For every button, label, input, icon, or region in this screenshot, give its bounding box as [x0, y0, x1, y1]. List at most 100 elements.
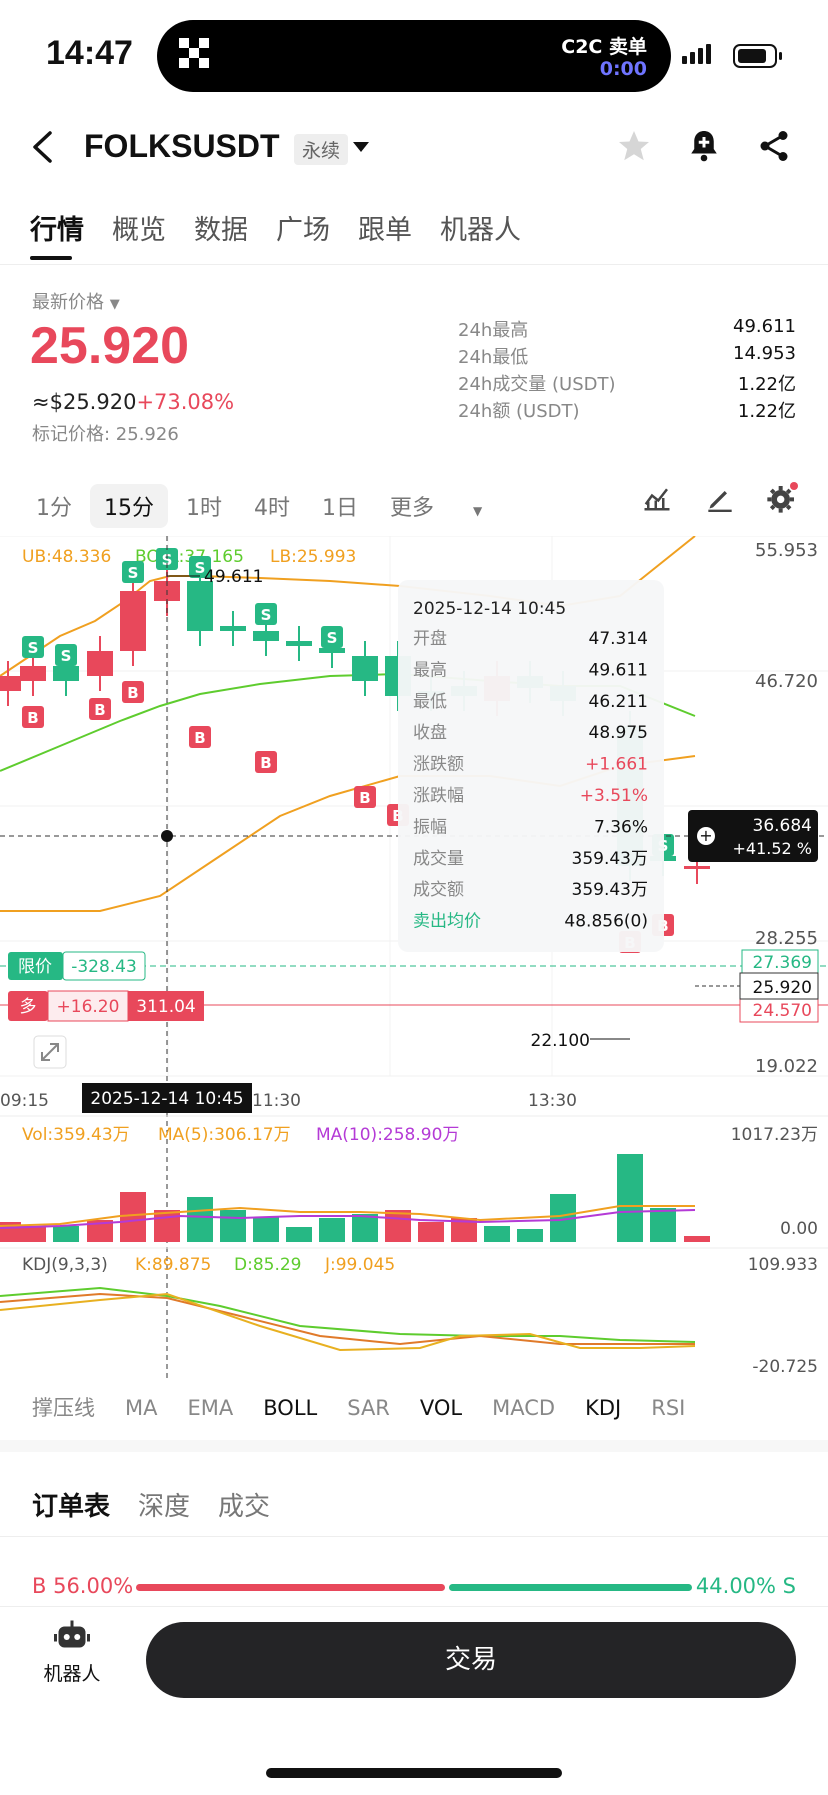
indicator-icon[interactable] — [642, 484, 672, 512]
timeframe-bar: 1分 15分 1时 4时 1日 更多 ▼ — [36, 484, 546, 528]
last-price-selector[interactable]: 最新价格 ▼ — [32, 288, 120, 314]
tab-order-book[interactable]: 订单表 — [32, 1492, 111, 1522]
candle-body — [87, 651, 113, 676]
y-axis-label: 46.720 — [755, 671, 818, 692]
volume-bar — [53, 1226, 79, 1242]
crosshair-price: 36.684 — [753, 816, 812, 836]
trade-marker-label: S — [162, 551, 173, 569]
volume-bar — [617, 1154, 643, 1242]
crosshair-pct: +41.52 % — [733, 839, 813, 858]
tooltip-key: 涨跌额 — [413, 755, 464, 775]
trade-marker — [255, 751, 277, 773]
trade-marker-label: S — [195, 559, 206, 577]
trade-marker — [89, 698, 111, 720]
crosshair-dot — [161, 830, 173, 842]
kdj-min-label: -20.725 — [752, 1357, 818, 1377]
dynamic-island[interactable]: C2C 卖单 0:00 — [157, 20, 671, 92]
vol-min-label: 0.00 — [780, 1219, 818, 1239]
trade-marker — [122, 561, 144, 583]
y-axis-label: 28.255 — [755, 928, 818, 949]
ind-support-resistance[interactable]: 撑压线 — [32, 1396, 95, 1420]
candle-body — [187, 581, 213, 631]
position-qty: 311.04 — [136, 997, 195, 1017]
trade-marker — [255, 603, 277, 625]
contract-badge: 永续 — [294, 134, 349, 165]
tooltip-key: 最高 — [413, 660, 447, 680]
trade-marker — [189, 726, 211, 748]
trade-marker-label: S — [28, 639, 39, 657]
volume-bar — [352, 1214, 378, 1242]
buy-ratio-bar — [136, 1584, 446, 1591]
ind-boll[interactable]: BOLL — [263, 1396, 318, 1420]
volume-bar — [120, 1192, 146, 1242]
limit-tag-box — [8, 952, 63, 980]
volume-bar — [684, 1236, 710, 1242]
kline-chart[interactable]: 55.95346.72037.48728.25519.022UB:48.336B… — [0, 536, 828, 1378]
candle-body — [220, 626, 246, 631]
ind-ma[interactable]: MA — [125, 1396, 158, 1420]
ind-ema[interactable]: EMA — [187, 1396, 234, 1420]
ind-macd[interactable]: MACD — [492, 1396, 556, 1420]
ind-vol[interactable]: VOL — [419, 1396, 463, 1420]
tab-bot[interactable]: 机器人 — [440, 215, 521, 246]
volume-bar — [87, 1220, 113, 1242]
kdj-title: KDJ(9,3,3) — [22, 1255, 108, 1275]
last-price-tag-box — [739, 972, 819, 1000]
tab-square[interactable]: 广场 — [276, 215, 330, 246]
trade-marker — [22, 636, 44, 658]
tab-copy-trade[interactable]: 跟单 — [358, 215, 412, 246]
tooltip-value: 48.856(0) — [564, 912, 648, 932]
ind-rsi[interactable]: RSI — [651, 1396, 686, 1420]
tf-1d[interactable]: 1日 — [322, 496, 358, 521]
tf-1m[interactable]: 1分 — [36, 496, 72, 521]
tf-15m[interactable]: 15分 — [90, 484, 168, 528]
signal-icon — [682, 44, 714, 64]
add-alert-icon[interactable] — [686, 128, 722, 164]
tooltip-key: 开盘 — [413, 629, 447, 649]
volume-bar — [517, 1229, 543, 1242]
tooltip-value: 7.36% — [594, 817, 648, 837]
sell-ratio-bar — [449, 1584, 692, 1591]
ind-kdj[interactable]: KDJ — [585, 1396, 622, 1420]
tf-4h[interactable]: 4时 — [254, 496, 290, 521]
tooltip-key: 最低 — [413, 692, 447, 712]
volume-bar — [650, 1208, 676, 1242]
tab-depth[interactable]: 深度 — [138, 1492, 191, 1522]
tooltip-value: 46.211 — [589, 692, 648, 712]
expand-icon — [41, 1043, 59, 1061]
bot-button[interactable]: 机器人 — [40, 1620, 104, 1686]
crosshair-price-box — [688, 810, 818, 862]
indicator-tabs: 撑压线 MA EMA BOLL SAR VOL MACD KDJ RSI — [32, 1392, 828, 1422]
trade-marker — [22, 706, 44, 728]
trade-marker-label: S — [128, 564, 139, 582]
tooltip-key: 涨跌幅 — [413, 786, 464, 806]
settings-gear-icon[interactable] — [766, 482, 798, 514]
high-label: 49.611 — [204, 567, 263, 587]
trade-button[interactable]: 交易 — [146, 1622, 796, 1698]
position-side: 多 — [20, 997, 37, 1017]
volume-bar — [286, 1227, 312, 1242]
symbol-title[interactable]: FOLKSUSDT — [84, 128, 280, 164]
kdj-k-line — [0, 1292, 695, 1346]
trade-marker-label: S — [327, 629, 338, 647]
share-icon[interactable] — [756, 128, 792, 164]
draw-pencil-icon[interactable] — [706, 484, 734, 512]
y-axis-label: 19.022 — [755, 1056, 818, 1077]
kdj-k-label: K:89.875 — [135, 1255, 211, 1275]
tab-market[interactable]: 行情 — [30, 215, 84, 246]
home-indicator[interactable] — [266, 1768, 562, 1778]
star-icon[interactable] — [616, 128, 652, 164]
tab-trades[interactable]: 成交 — [218, 1492, 271, 1522]
position-side-box — [8, 991, 48, 1021]
usd-price-line: ≈$25.920+73.08% — [32, 390, 234, 414]
ind-sar[interactable]: SAR — [347, 1396, 390, 1420]
tf-1h[interactable]: 1时 — [186, 496, 222, 521]
tooltip-key: 收盘 — [413, 723, 447, 743]
tab-overview[interactable]: 概览 — [112, 215, 166, 246]
tab-data[interactable]: 数据 — [194, 215, 248, 246]
tf-more[interactable]: 更多 ▼ — [390, 490, 514, 522]
back-icon[interactable] — [30, 130, 54, 164]
kdj-d-label: D:85.29 — [234, 1255, 302, 1275]
symbol-dropdown-icon[interactable] — [352, 140, 370, 154]
stat-value: 49.611 — [733, 316, 796, 337]
